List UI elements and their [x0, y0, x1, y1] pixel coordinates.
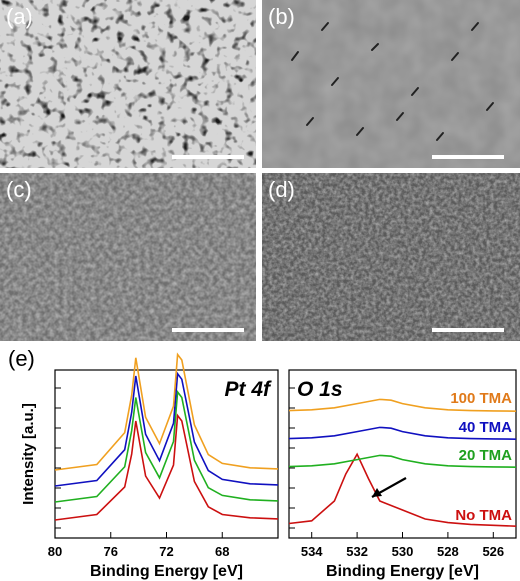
o1s-title: O 1s	[297, 378, 343, 401]
scale-bar-b	[432, 155, 504, 159]
o1s-line-no-tma	[288, 452, 517, 527]
pt4f-line-no-tma	[54, 413, 279, 521]
o1s-series-label: No TMA	[455, 507, 512, 524]
arrow-head	[372, 488, 382, 497]
o1s-xlabel: Binding Energy [eV]	[326, 563, 479, 580]
panel-label-b: (b)	[268, 4, 295, 29]
pt4f-title: Pt 4f	[224, 378, 272, 401]
o1s-series-label: 100 TMA	[450, 390, 512, 407]
chart-o1s: No TMA 20 TMA 40 TMA 100 TMA 534 532 530 528 526…	[288, 369, 517, 580]
panel-label-c: (c)	[6, 177, 32, 202]
sem-image-d	[262, 173, 520, 341]
sem-image-a	[0, 0, 256, 168]
panel-label-d: (d)	[268, 177, 295, 202]
sem-panel-c: (c)	[0, 173, 256, 341]
o1s-xtick-label: 526	[482, 544, 504, 559]
chart-pt4f: 80 76 72 68 Pt 4f Binding Energy [eV] Intensit…	[20, 352, 279, 580]
pt4f-xtick-label: 72	[159, 544, 173, 559]
pt4f-ylabel: Intensity [a.u.]	[20, 403, 37, 505]
pt4f-xtick-label: 80	[48, 544, 62, 559]
pt4f-xlabel: Binding Energy [eV]	[90, 563, 243, 580]
sem-image-b	[262, 0, 520, 168]
scale-bar-d	[432, 328, 504, 332]
pt4f-xtick-label: 76	[104, 544, 118, 559]
pt4f-line-20-tma	[54, 389, 279, 503]
o1s-xtick-label: 532	[346, 544, 368, 559]
o1s-series-label: 40 TMA	[459, 419, 513, 436]
scale-bar-a	[172, 155, 244, 159]
sem-panel-a: (a)	[0, 0, 256, 168]
o1s-xtick-label: 534	[301, 544, 323, 559]
o1s-line-40-tma	[288, 426, 517, 440]
panel-label-e: (e)	[8, 346, 35, 371]
sem-image-c	[0, 173, 256, 341]
pt4f-line-40-tma	[54, 371, 279, 487]
o1s-series-label: 20 TMA	[459, 447, 513, 464]
pt4f-xtick-label: 68	[215, 544, 229, 559]
o1s-xtick-label: 530	[392, 544, 414, 559]
scale-bar-c	[172, 328, 244, 332]
o1s-line-100-tma	[288, 398, 517, 412]
sem-panel-b: (b)	[262, 0, 520, 168]
o1s-line-20-tma	[288, 454, 517, 468]
pt4f-line-100-tma	[54, 352, 279, 471]
panel-label-a: (a)	[6, 4, 33, 29]
o1s-xtick-label: 528	[437, 544, 459, 559]
sem-panel-d: (d)	[262, 173, 520, 341]
